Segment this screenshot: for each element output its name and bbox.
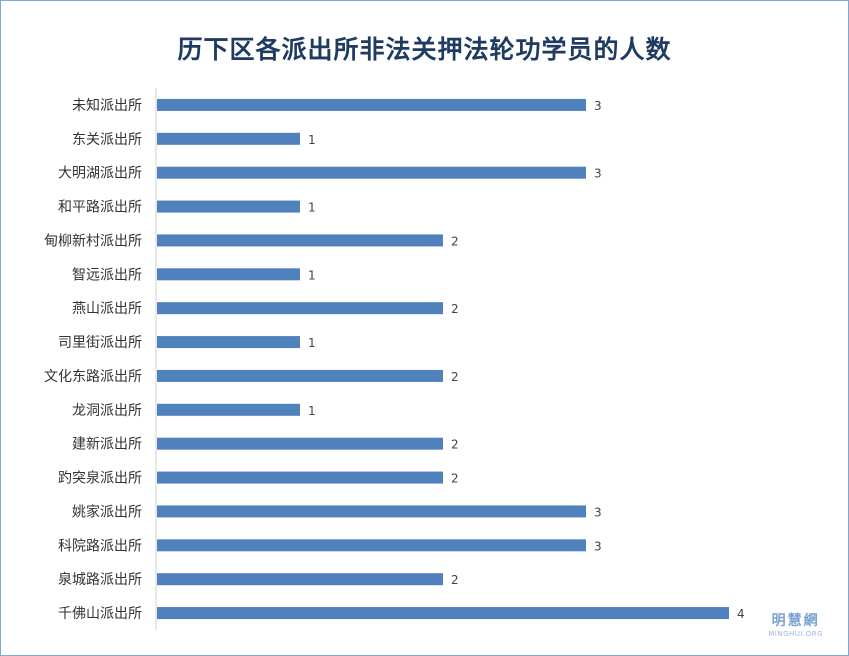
logo-text-en: MINGHUI.ORG — [768, 630, 823, 638]
category-label: 文化东路派出所 — [44, 369, 142, 385]
category-label: 司里街派出所 — [58, 335, 142, 351]
data-label: 1 — [308, 133, 316, 147]
category-label: 趵突泉派出所 — [58, 470, 142, 487]
bar — [157, 166, 586, 179]
logo-text-cn: 明慧網 — [771, 613, 820, 629]
bar — [157, 471, 443, 484]
category-label: 燕山派出所 — [72, 301, 142, 317]
bar — [157, 98, 586, 111]
data-label: 2 — [451, 472, 459, 486]
category-label: 科院路派出所 — [58, 538, 142, 554]
data-label: 2 — [451, 370, 459, 384]
data-label: 2 — [451, 302, 459, 316]
category-label: 东关派出所 — [72, 132, 142, 148]
data-label: 2 — [451, 438, 459, 452]
data-label: 3 — [594, 99, 602, 113]
data-label: 2 — [451, 234, 459, 248]
data-label: 2 — [451, 573, 459, 587]
data-label: 1 — [308, 336, 316, 350]
data-label: 3 — [594, 505, 602, 519]
data-label: 3 — [594, 539, 602, 553]
bar — [157, 369, 443, 382]
category-label: 智远派出所 — [72, 267, 142, 283]
bar — [157, 573, 443, 586]
category-label: 未知派出所 — [72, 97, 142, 114]
bar — [157, 132, 300, 145]
bar — [157, 336, 300, 349]
category-label: 龙洞派出所 — [72, 403, 142, 419]
category-label: 千佛山派出所 — [58, 606, 142, 622]
bar — [157, 505, 586, 518]
bar — [157, 268, 300, 281]
category-label: 和平路派出所 — [58, 200, 142, 216]
bar — [157, 607, 729, 620]
bar — [157, 200, 300, 213]
data-label: 1 — [308, 268, 316, 282]
bar — [157, 403, 300, 416]
data-label: 1 — [308, 201, 316, 215]
category-label: 建新派出所 — [72, 437, 142, 453]
category-label: 大明湖派出所 — [58, 166, 142, 182]
bar — [157, 302, 443, 315]
bar — [157, 539, 586, 552]
category-label: 泉城路派出所 — [58, 571, 142, 588]
data-label: 4 — [737, 607, 745, 621]
category-label: 姚家派出所 — [72, 503, 142, 520]
chart-title: 历下区各派出所非法关押法轮功学员的人数 — [177, 35, 672, 64]
minghui-logo: 明慧網 MINGHUI.ORG — [768, 610, 823, 638]
category-label: 甸柳新村派出所 — [44, 232, 142, 249]
bar — [157, 234, 443, 247]
data-label: 1 — [308, 404, 316, 418]
bar — [157, 437, 443, 450]
data-label: 3 — [594, 167, 602, 181]
